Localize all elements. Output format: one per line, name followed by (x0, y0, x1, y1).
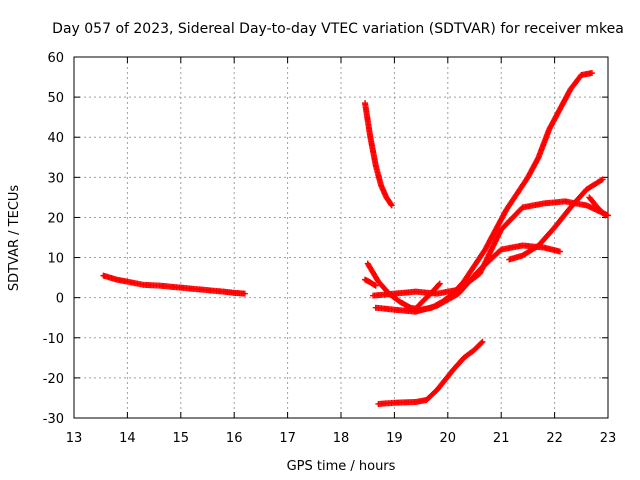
data-point (372, 282, 379, 289)
data-point (556, 248, 563, 255)
y-tick-label: 40 (47, 131, 64, 146)
series-arc-8 (586, 194, 609, 219)
y-tick-label: -10 (43, 332, 64, 347)
y-tick-label: 60 (47, 51, 64, 66)
data-point (388, 202, 395, 209)
x-tick-label: 19 (386, 431, 403, 446)
y-tick-label: 10 (47, 252, 64, 267)
y-axis-label: SDTVAR / TECUs (7, 185, 22, 292)
x-tick-label: 13 (66, 431, 83, 446)
x-tick-label: 18 (333, 431, 350, 446)
y-tick-label: 50 (47, 91, 64, 106)
y-tick-label: -30 (43, 412, 64, 427)
grid (74, 57, 608, 418)
x-tick-label: 23 (600, 431, 617, 446)
data-point (601, 211, 608, 218)
x-tick-label: 14 (119, 431, 136, 446)
data-point (241, 290, 248, 297)
y-tick-label: 0 (56, 292, 64, 307)
series-arc-7 (506, 176, 606, 263)
x-tick-label: 21 (493, 431, 510, 446)
data-point (478, 339, 485, 346)
data-point (598, 177, 605, 184)
x-axis-label: GPS time / hours (287, 459, 396, 474)
data-point (588, 70, 595, 77)
series-arc-10 (415, 280, 443, 309)
data-point (435, 281, 442, 288)
x-tick-label: 15 (173, 431, 190, 446)
x-tick-label: 16 (226, 431, 243, 446)
series-arc-1 (100, 272, 248, 297)
data-point (479, 338, 486, 345)
axis-ticks: 13 14 15 16 17 18 19 20 21 22 23 -30 -20 -10 0 10 20 30 40… (43, 51, 617, 446)
y-tick-label: 20 (47, 211, 64, 226)
data-point (387, 201, 394, 208)
chart-title: Day 057 of 2023, Sidereal Day-to-day VTE… (52, 21, 624, 37)
x-tick-label: 20 (440, 431, 457, 446)
y-tick-label: 30 (47, 171, 64, 186)
series-arc-5 (370, 198, 611, 299)
data-point (602, 212, 609, 219)
data-series (100, 70, 611, 407)
series-arc-6 (375, 338, 486, 407)
series-arc-9 (362, 276, 379, 289)
y-tick-label: -20 (43, 372, 64, 387)
x-tick-label: 17 (279, 431, 296, 446)
x-tick-label: 22 (546, 431, 563, 446)
series-arc-2 (362, 100, 395, 209)
data-point (436, 280, 443, 287)
data-point (599, 176, 606, 183)
